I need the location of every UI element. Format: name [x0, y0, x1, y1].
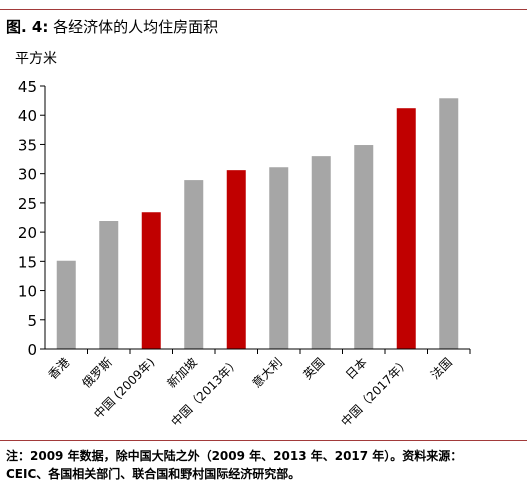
bar	[439, 98, 459, 349]
figure-label: 图. 4:	[6, 18, 49, 36]
x-tick-label: 意大利	[249, 355, 285, 391]
y-tick-label: 5	[27, 312, 37, 330]
x-tick-label: 香港	[45, 355, 72, 382]
y-tick-label: 0	[27, 341, 37, 359]
footnote-rule	[0, 440, 527, 441]
footnote-line-2: CEIC、各国相关部门、联合国和野村国际经济研究部。	[6, 467, 301, 481]
y-tick-label: 30	[18, 166, 37, 184]
y-tick-label: 45	[18, 78, 37, 96]
bars	[56, 98, 459, 349]
y-axis-unit-label: 平方米	[15, 51, 57, 67]
x-tick-label: 法国	[428, 355, 455, 382]
y-tick-label: 40	[18, 107, 37, 125]
x-tick-label: 英国	[300, 355, 327, 382]
y-tick-label: 15	[18, 253, 37, 271]
bar	[226, 170, 246, 349]
bar	[396, 108, 416, 349]
figure-title-text: 各经济体的人均住房面积	[53, 18, 219, 36]
figure-title: 图. 4: 各经济体的人均住房面积	[6, 16, 218, 37]
footnote-line-1: 注：2009 年数据，除中国大陆之外（2009 年、2013 年、2017 年）…	[6, 449, 463, 463]
y-tick-label: 20	[18, 224, 37, 242]
x-tick-label: 日本	[343, 355, 370, 382]
bar	[141, 212, 161, 349]
x-tick-label: 新加坡	[164, 355, 200, 391]
y-axis-ticks: 0 5 10 15 20 25 30 35 40 45	[18, 78, 45, 359]
top-rule	[0, 9, 527, 10]
x-tick-label: 俄罗斯	[80, 355, 115, 390]
bar	[56, 260, 76, 349]
bar	[269, 167, 289, 349]
y-tick-label: 10	[18, 283, 37, 301]
bar	[99, 221, 119, 349]
bar	[354, 145, 374, 349]
footnote: 注：2009 年数据，除中国大陆之外（2009 年、2013 年、2017 年）…	[6, 447, 462, 483]
bar	[184, 180, 204, 349]
y-tick-label: 35	[18, 136, 37, 154]
y-tick-label: 25	[18, 195, 37, 213]
bar	[311, 156, 331, 349]
